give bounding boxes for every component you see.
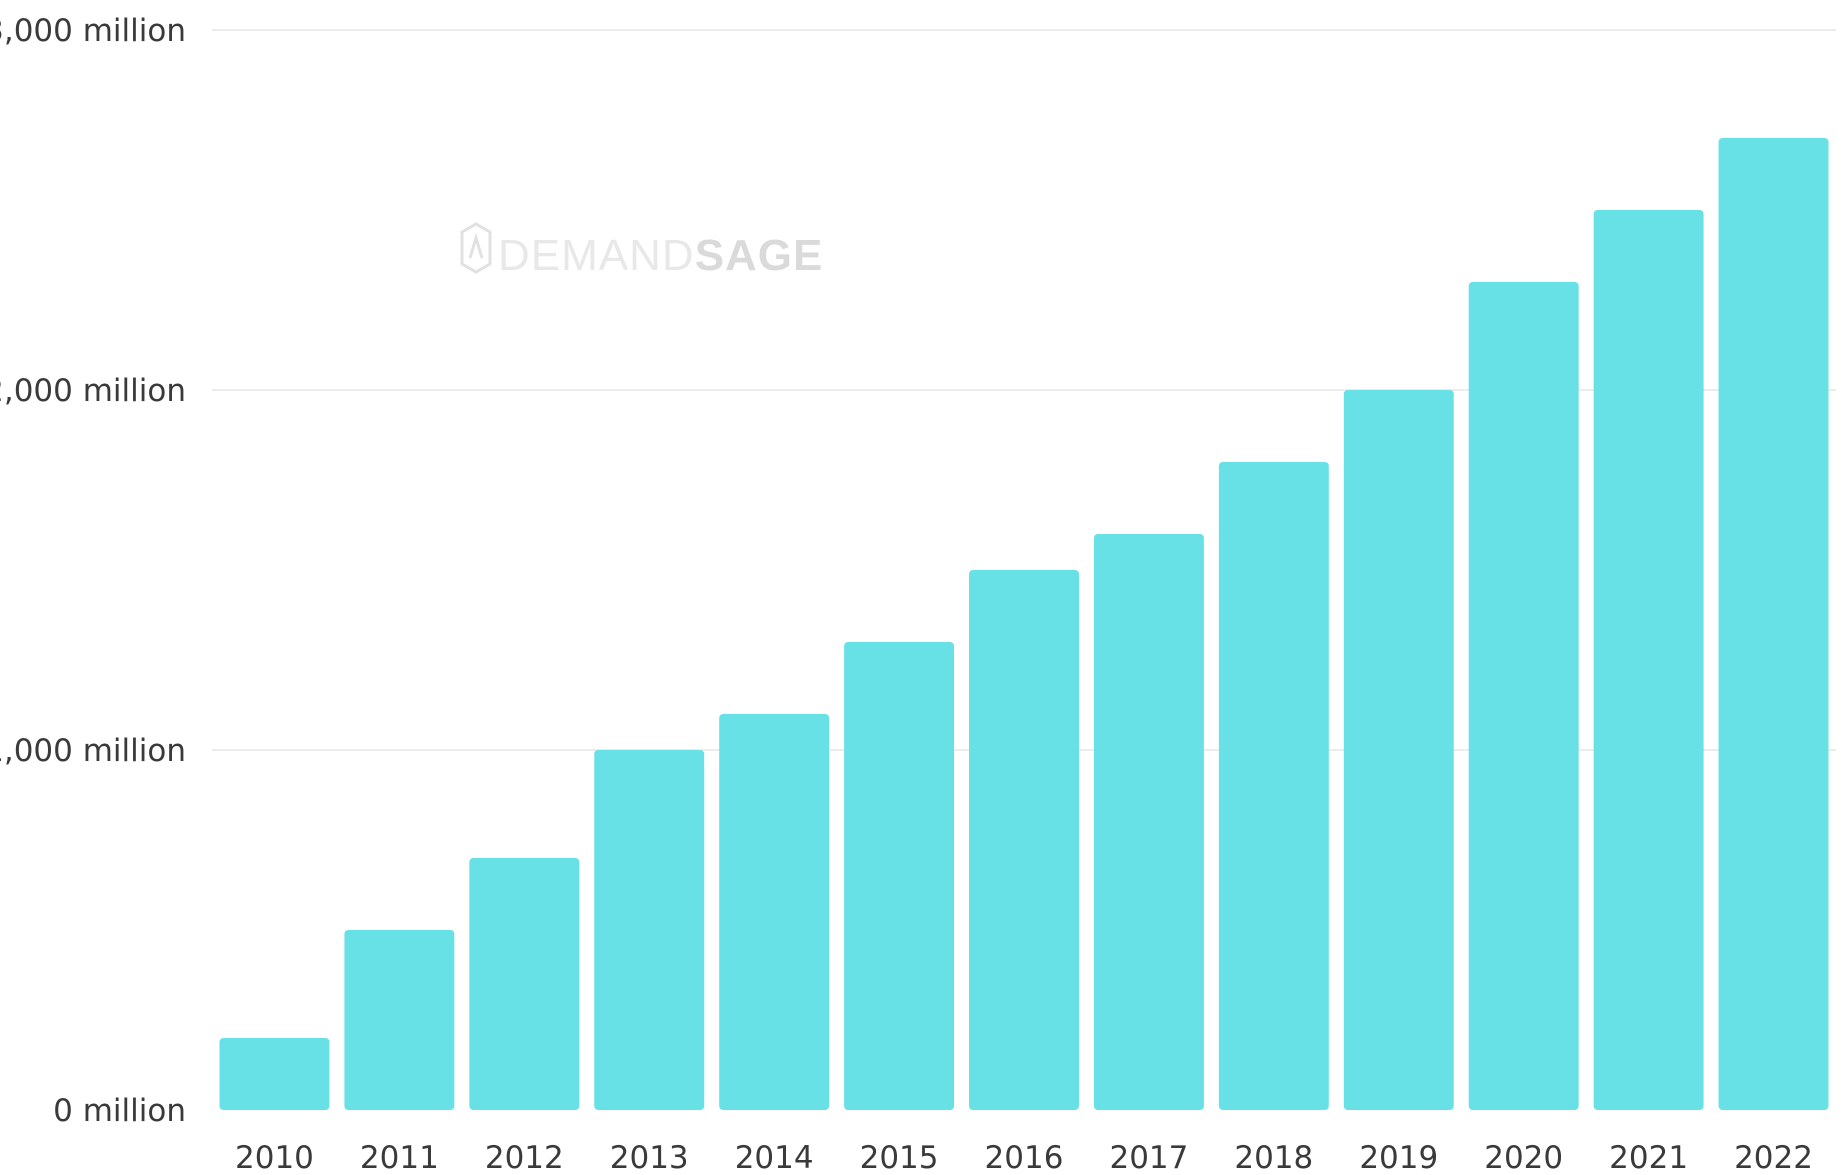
x-tick-label: 2020 <box>1484 1140 1563 1175</box>
x-tick-label: 2017 <box>1109 1140 1188 1175</box>
x-tick-label: 2012 <box>485 1140 564 1175</box>
y-tick-label: 2,000 million <box>0 373 186 409</box>
x-tick-label: 2021 <box>1609 1140 1688 1175</box>
y-tick-label: 1,000 million <box>0 733 186 769</box>
bar-2014 <box>719 714 830 1110</box>
bar-2012 <box>469 858 580 1110</box>
x-tick-label: 2010 <box>235 1140 314 1175</box>
bar-2017 <box>1093 534 1204 1110</box>
y-axis-tick-labels: 0 million 1,000 million 2,000 million 3,000… <box>0 13 186 1129</box>
bar-2011 <box>344 930 455 1110</box>
x-tick-label: 2022 <box>1734 1140 1813 1175</box>
x-tick-label: 2013 <box>610 1140 689 1175</box>
y-tick-label: 0 million <box>53 1093 186 1129</box>
watermark-brand-bold: SAGE <box>695 231 824 280</box>
x-tick-label: 2014 <box>735 1140 814 1175</box>
bar-2015 <box>844 642 955 1110</box>
x-tick-label: 2018 <box>1234 1140 1313 1175</box>
x-tick-label: 2015 <box>860 1140 939 1175</box>
bar-2019 <box>1343 390 1454 1110</box>
bar-2010 <box>219 1038 330 1110</box>
watermark-text: DEMANDSAGE <box>498 231 823 280</box>
bar-2016 <box>969 570 1079 1110</box>
x-axis-tick-labels: 2010 2011 2012 2013 2014 2015 2016 2017 2018 2019… <box>235 1140 1813 1175</box>
y-tick-label: 3,000 million <box>0 13 186 49</box>
bar-2021 <box>1593 210 1704 1110</box>
bar-2013 <box>594 750 705 1110</box>
watermark-brand-light: DEMAND <box>498 231 695 280</box>
bars <box>219 138 1829 1110</box>
demandsage-logo-icon <box>460 222 492 274</box>
x-tick-label: 2016 <box>985 1140 1064 1175</box>
x-tick-label: 2011 <box>360 1140 439 1175</box>
bar-2022 <box>1718 138 1829 1110</box>
bar-2018 <box>1218 462 1329 1110</box>
bar-2020 <box>1468 282 1579 1110</box>
watermark-logo: DEMANDSAGE <box>460 222 823 280</box>
x-tick-label: 2019 <box>1359 1140 1438 1175</box>
